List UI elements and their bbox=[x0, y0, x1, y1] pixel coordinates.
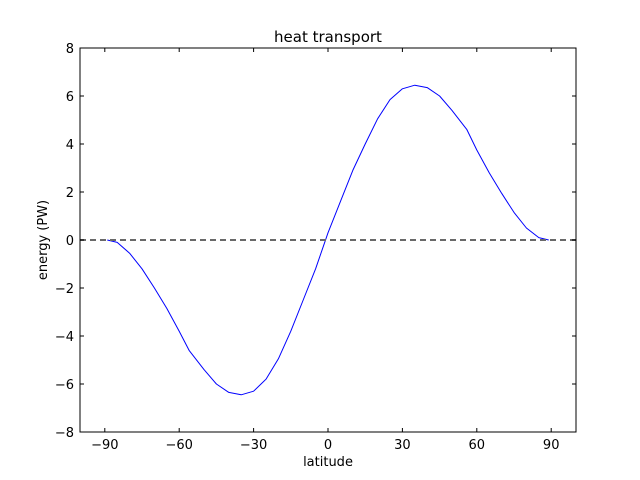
x-tick-label: −60 bbox=[165, 438, 192, 453]
y-tick-label: 0 bbox=[66, 234, 74, 249]
y-tick-label: −2 bbox=[55, 282, 74, 297]
y-tick-label: −6 bbox=[55, 378, 74, 393]
y-axis-label: energy (PW) bbox=[36, 200, 51, 280]
x-tick-label: −90 bbox=[91, 438, 118, 453]
x-tick-label: 30 bbox=[394, 438, 411, 453]
x-tick-label: −30 bbox=[240, 438, 267, 453]
y-tick-label: 2 bbox=[66, 186, 74, 201]
ticks-layer: −90 −60 −30 0 30 60 90 −8 −6 −4 −2 0 2 4 6 8 bbox=[55, 42, 576, 453]
x-tick-label: 60 bbox=[469, 438, 486, 453]
y-tick-label: −8 bbox=[55, 426, 74, 441]
x-tick-label: 0 bbox=[324, 438, 332, 453]
y-tick-label: 6 bbox=[66, 90, 74, 105]
y-tick-label: −4 bbox=[55, 330, 74, 345]
series-layer bbox=[80, 84, 576, 396]
y-tick-label: 4 bbox=[66, 138, 74, 153]
x-axis-label: latitude bbox=[303, 455, 353, 470]
heat-transport-line bbox=[107, 84, 549, 396]
chart-title: heat transport bbox=[274, 28, 382, 46]
x-tick-label: 90 bbox=[543, 438, 560, 453]
y-tick-label: 8 bbox=[66, 42, 74, 57]
plot-area-frame bbox=[79, 47, 577, 433]
